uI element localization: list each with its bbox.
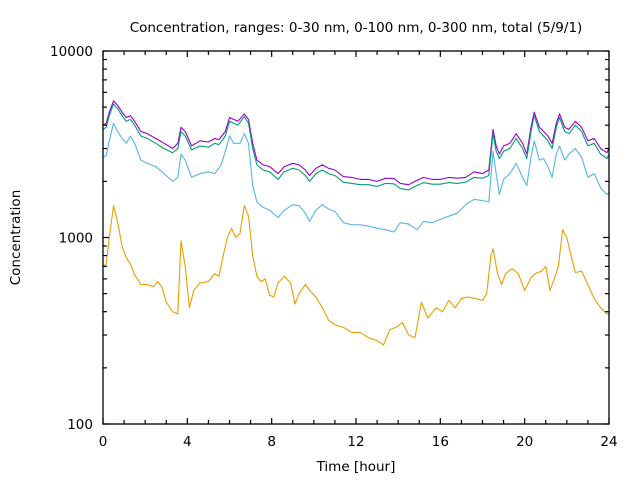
x-axis-label: Time [hour] [316,459,396,475]
x-tick-label: 16 [432,434,449,450]
series-line-total [102,100,610,186]
y-tick-label: 100 [67,417,93,433]
x-tick-label: 24 [600,434,617,450]
series-line-0-30-nm [102,205,609,346]
y-axis-label: Concentration [8,190,24,286]
series-line-0-300-nm [102,103,610,191]
x-tick-label: 0 [99,434,108,450]
y-tick-label: 10000 [50,44,93,60]
plot-frame [102,50,610,425]
series-line-0-100-nm [102,122,610,233]
y-tick-label: 1000 [59,231,93,247]
ticks-layer: 0 4 8 12 16 20 24 100 1000 10000 [50,44,618,450]
x-tick-label: 4 [183,434,192,450]
series-layer [102,100,610,346]
x-tick-label: 12 [347,434,364,450]
x-tick-label: 20 [516,434,533,450]
x-tick-label: 8 [267,434,276,450]
chart-title: Concentration, ranges: 0-30 nm, 0-100 nm… [130,20,583,36]
